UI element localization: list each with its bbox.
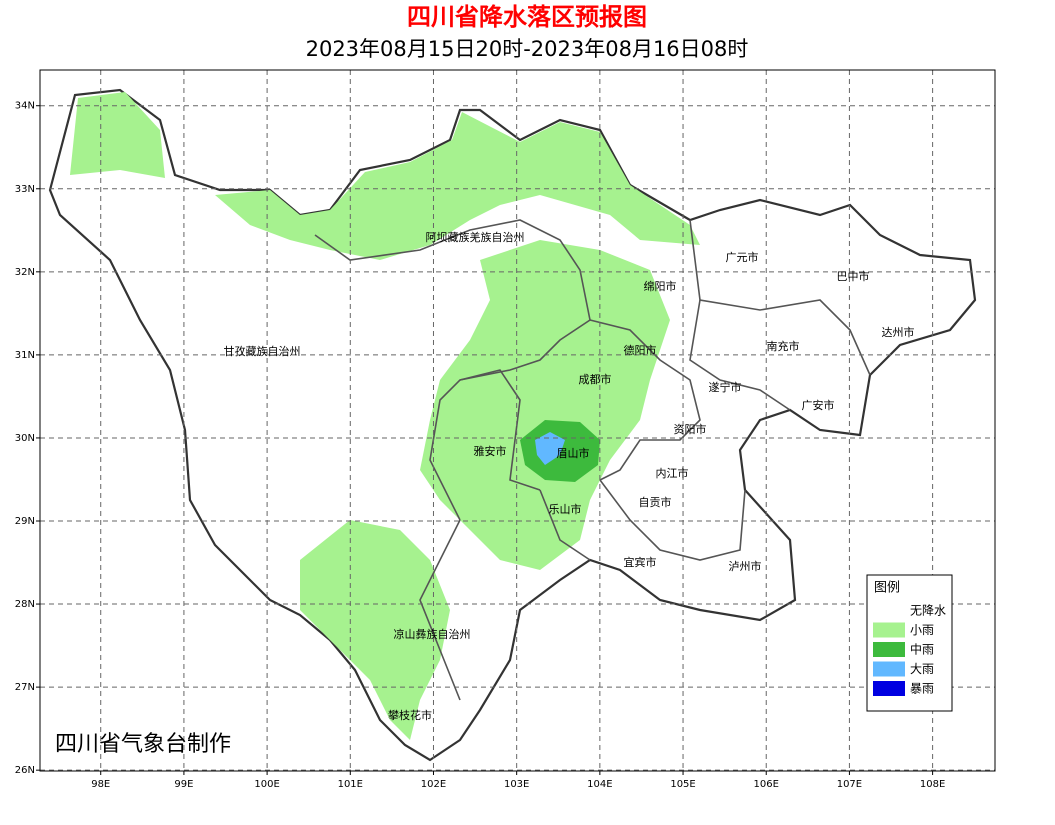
city-label: 泸州市 xyxy=(729,559,762,573)
city-label: 阿坝藏族羌族自治州 xyxy=(426,230,525,244)
city-label: 遂宁市 xyxy=(709,380,742,394)
map-frame xyxy=(39,69,996,772)
province xyxy=(48,88,977,762)
x-tick-label: 108E xyxy=(920,779,945,790)
y-tick-label: 31N xyxy=(15,350,35,361)
y-tick-label: 30N xyxy=(15,433,35,444)
light-rain-area xyxy=(300,520,450,740)
city-label: 内江市 xyxy=(656,466,689,480)
city-label: 凉山彝族自治州 xyxy=(394,627,471,641)
legend-label: 大雨 xyxy=(910,662,934,676)
city-label: 广安市 xyxy=(802,398,835,412)
city-label: 成都市 xyxy=(579,372,612,386)
x-tick-label: 103E xyxy=(504,779,529,790)
city-label: 广元市 xyxy=(726,250,759,264)
x-tick-label: 98E xyxy=(91,779,110,790)
legend-swatch xyxy=(873,661,905,677)
x-tick-label: 102E xyxy=(421,779,446,790)
city-label: 达州市 xyxy=(882,325,915,339)
prefecture-borders xyxy=(314,219,871,701)
legend-label: 小雨 xyxy=(910,623,934,637)
city-label: 乐山市 xyxy=(549,502,582,516)
x-tick-label: 104E xyxy=(587,779,612,790)
city-label: 德阳市 xyxy=(624,343,657,357)
city-label: 自贡市 xyxy=(639,495,672,509)
title: 四川省降水落区预报图 xyxy=(407,3,647,31)
city-label: 甘孜藏族自治州 xyxy=(224,344,301,358)
y-tick-label: 29N xyxy=(15,516,35,527)
legend-swatch xyxy=(873,603,905,618)
y-tick-label: 26N xyxy=(15,765,35,776)
legend-title: 图例 xyxy=(874,581,900,596)
x-tick-label: 100E xyxy=(254,779,279,790)
x-tick-label: 106E xyxy=(754,779,779,790)
light-rain-area xyxy=(420,240,670,570)
light-rain-area xyxy=(70,92,165,178)
light-rain-area xyxy=(215,112,700,260)
legend-swatch xyxy=(873,642,905,657)
city-label: 巴中市 xyxy=(837,269,870,283)
footer: 四川省气象台制作 xyxy=(55,732,231,757)
city-label: 眉山市 xyxy=(557,446,590,460)
legend-swatch xyxy=(873,622,905,638)
legend-label: 中雨 xyxy=(910,642,934,657)
legend-label: 暴雨 xyxy=(910,682,934,696)
y-tick-label: 27N xyxy=(15,682,35,693)
x-tick-label: 99E xyxy=(174,779,193,790)
grid xyxy=(40,70,995,771)
x-tick-label: 107E xyxy=(837,779,862,790)
city-label: 宜宾市 xyxy=(624,555,657,569)
city-label: 绵阳市 xyxy=(644,279,677,293)
y-tick-label: 34N xyxy=(15,101,35,112)
city-label: 资阳市 xyxy=(674,422,707,436)
city-label: 雅安市 xyxy=(474,444,507,458)
x-tick-label: 101E xyxy=(338,779,363,790)
city-label: 南充市 xyxy=(767,339,800,353)
x-tick-label: 105E xyxy=(670,779,695,790)
y-tick-label: 33N xyxy=(15,184,35,195)
subtitle: 2023年08月15日20时-2023年08月16日08时 xyxy=(306,37,749,61)
legend-label: 无降水 xyxy=(910,604,946,618)
y-tick-label: 32N xyxy=(15,267,35,278)
heavy-rain-area xyxy=(535,432,565,465)
y-tick-label: 28N xyxy=(15,599,35,610)
city-label: 攀枝花市 xyxy=(388,708,432,722)
legend-swatch xyxy=(873,681,905,696)
